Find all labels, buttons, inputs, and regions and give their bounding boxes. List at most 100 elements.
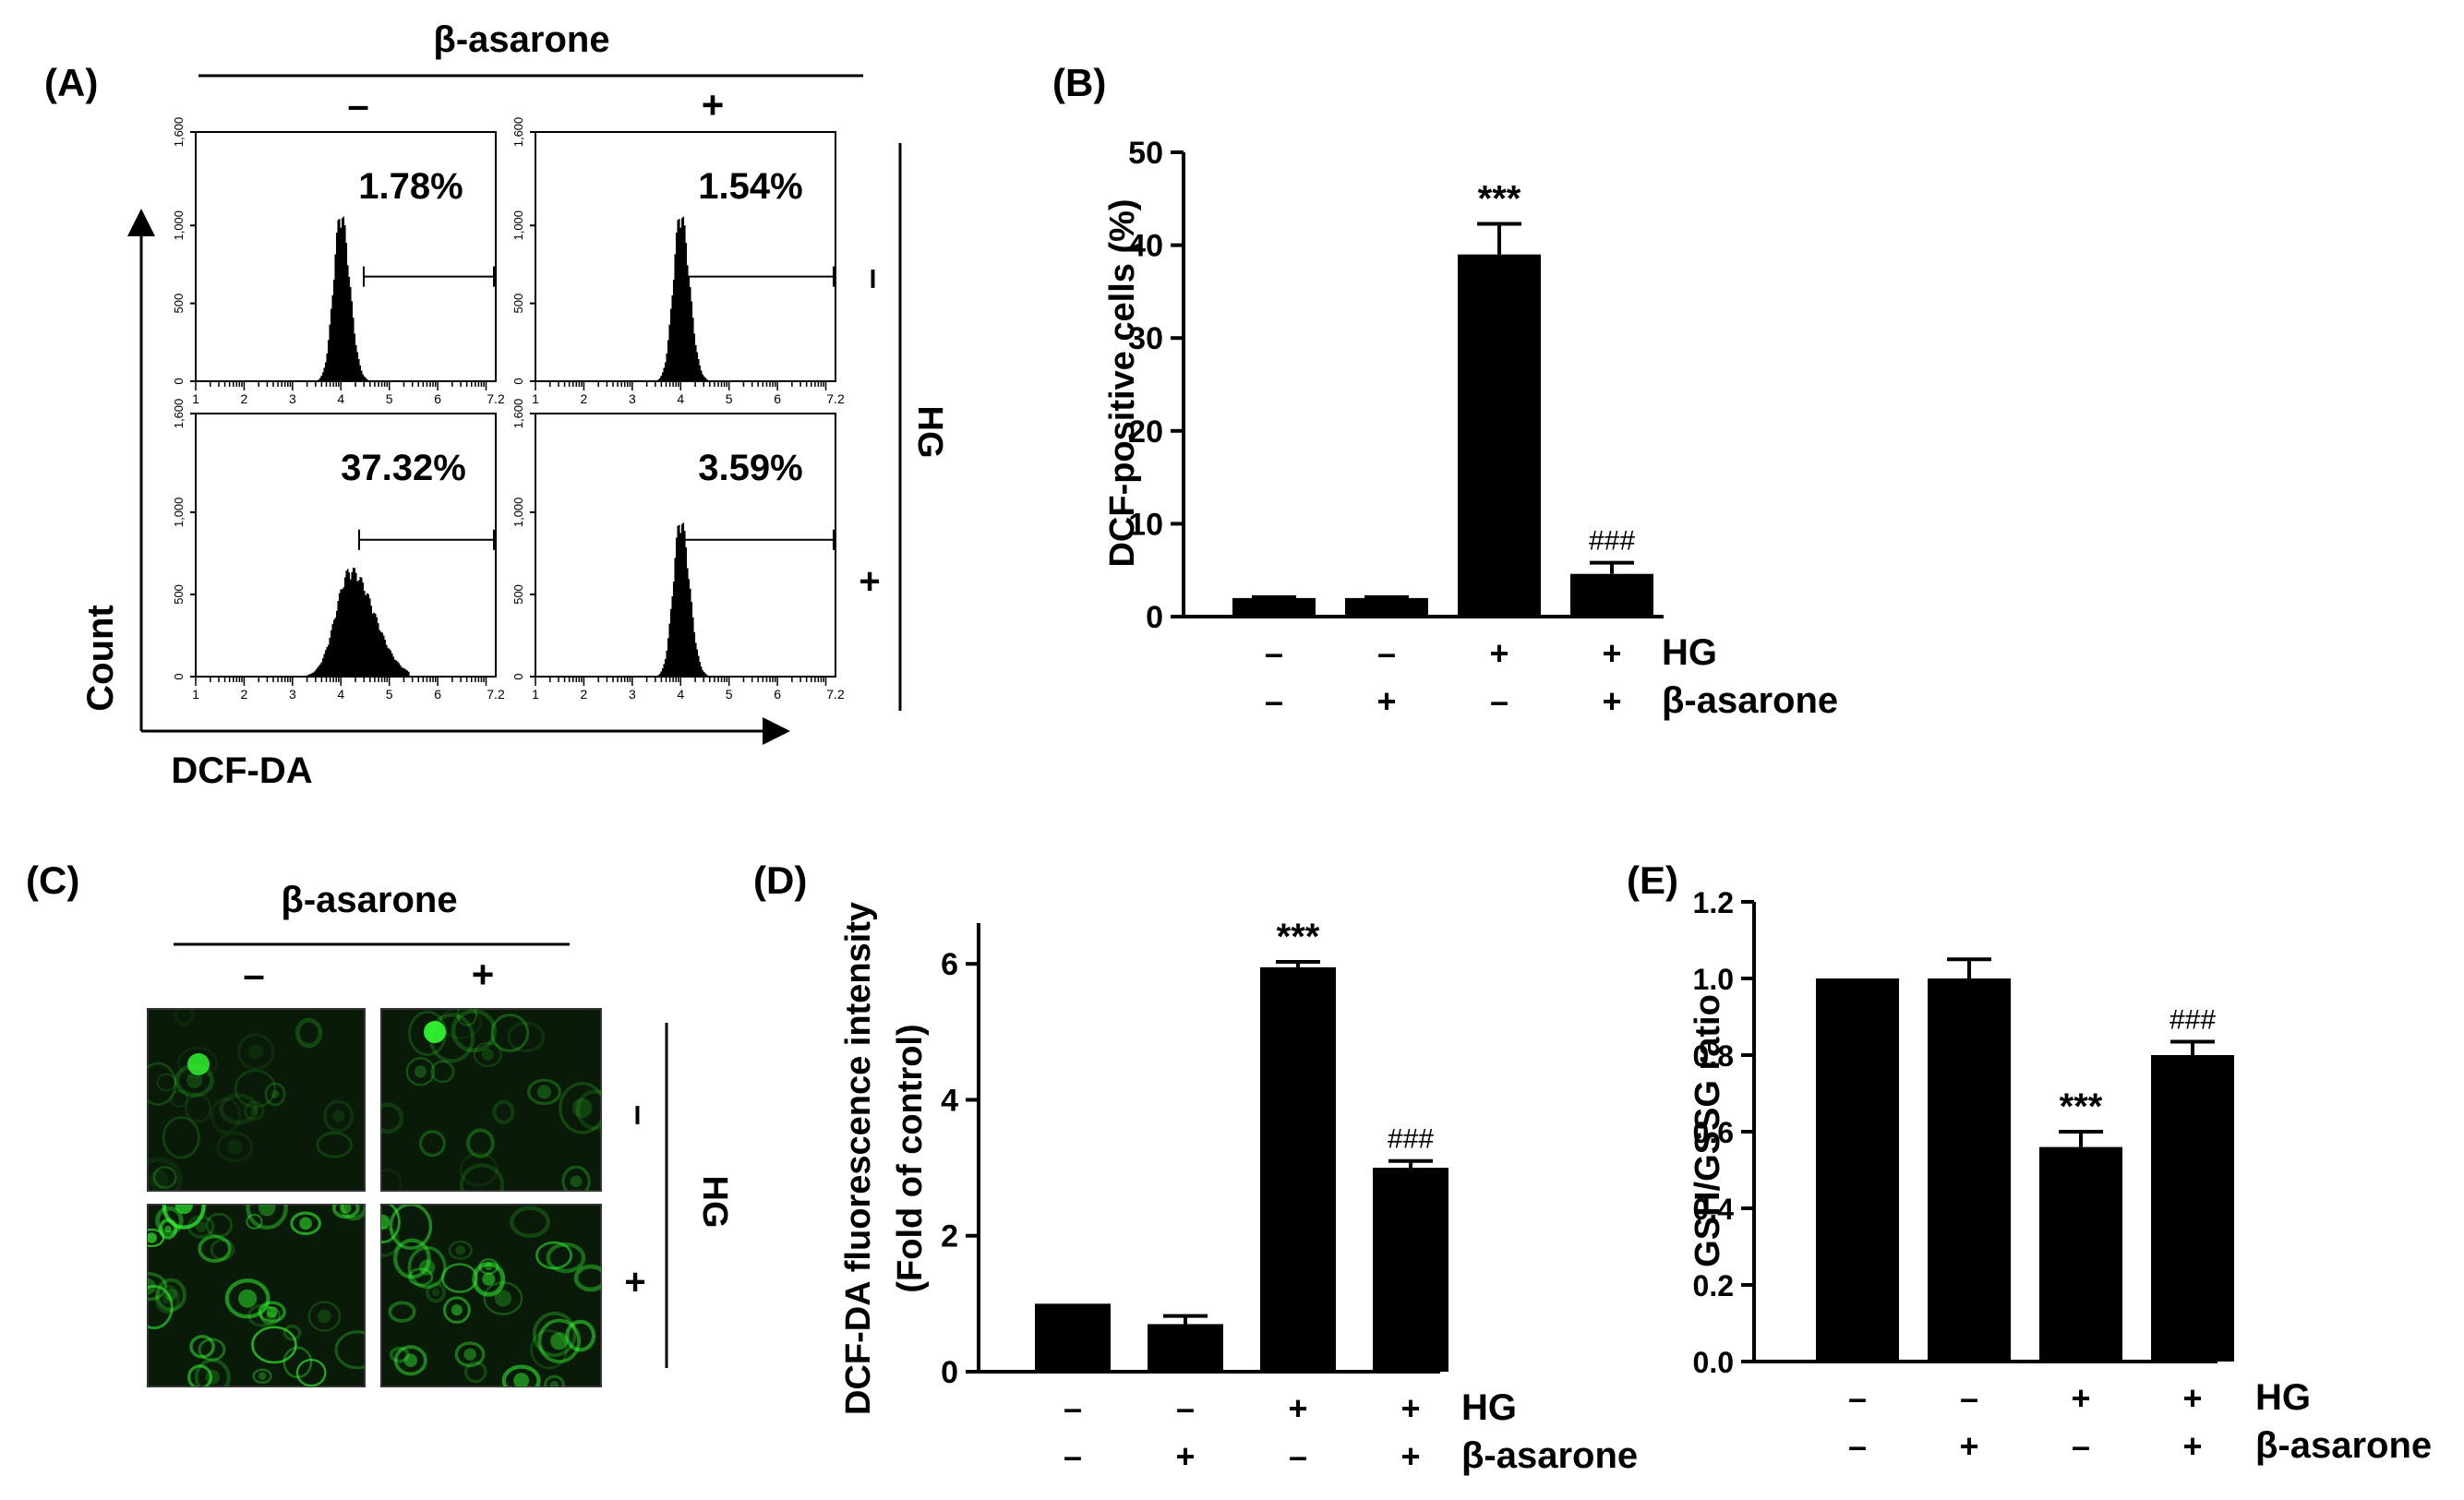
cell-outline <box>252 1368 272 1384</box>
histogram-bars <box>318 216 368 381</box>
cell-body <box>227 1139 243 1155</box>
cell-body <box>205 1370 221 1385</box>
significance-label: ### <box>1589 526 1635 557</box>
panel-e-label: (E) <box>1627 858 1678 902</box>
cell-outline <box>532 1312 577 1357</box>
cell-outline <box>290 1211 321 1236</box>
cell-outline <box>236 1033 275 1071</box>
cell-outline <box>546 1242 586 1274</box>
x-tick-label: 6 <box>434 687 441 702</box>
panel-a-y-axis-label: Count <box>80 605 121 712</box>
cell-outline <box>234 1069 277 1109</box>
cell-outline <box>441 1263 478 1293</box>
cell-outline <box>456 1009 477 1026</box>
panel-a-x-axis-label: DCF-DA <box>171 750 312 791</box>
cell-outline <box>527 1078 561 1106</box>
cell-body <box>249 1107 258 1115</box>
cell-outline <box>575 1089 601 1131</box>
cell-outline <box>210 1238 235 1261</box>
micrograph-cells <box>148 1205 365 1386</box>
y-tick-label: 0 <box>511 673 525 679</box>
treatment-row-label: β-asarone <box>2255 1425 2432 1466</box>
cell-outline <box>187 1364 212 1386</box>
treatment-sign: – <box>1265 682 1283 720</box>
cell-outline <box>535 1241 572 1270</box>
bar <box>1035 1303 1111 1372</box>
cell-outline <box>381 1102 404 1134</box>
bright-cell <box>424 1021 446 1043</box>
y-tick-label: 10 <box>1128 507 1163 542</box>
gate-percent-label: 3.59% <box>698 448 802 488</box>
cell-outline <box>381 1205 401 1243</box>
gate-percent-label: 1.78% <box>358 166 463 207</box>
cell-body <box>536 1085 552 1099</box>
cell-body <box>149 1170 169 1190</box>
treatment-row-label: β-asarone <box>1662 680 1838 721</box>
x-tick-label: 6 <box>774 391 781 406</box>
panel-a-hg-label: HG <box>910 406 949 459</box>
histogram-bars <box>657 216 708 381</box>
cell-outline <box>170 1089 189 1108</box>
treatment-sign: + <box>2182 1379 2202 1417</box>
x-tick-label: 3 <box>289 391 296 406</box>
cell-body <box>481 1048 494 1061</box>
panel-a-label: (A) <box>44 61 98 104</box>
treatment-sign: – <box>1064 1437 1082 1475</box>
cell-outline <box>198 1338 226 1362</box>
cell-outline <box>148 1228 165 1248</box>
treatment-row-label: HG <box>1461 1387 1517 1428</box>
panel-b: (B) 0 10 20 30 40 50 DCF-positive cells (%) ***… <box>1052 61 1838 721</box>
cell-body <box>419 1259 436 1276</box>
cell-outline <box>295 1359 327 1386</box>
cell-body <box>451 1304 463 1316</box>
histogram-plot: 1,600 1,000 500 0 1 2 3 4 5 6 7.2 1.78% <box>172 117 505 406</box>
panel-c: (C) β-asarone – + HG – + <box>26 858 734 1387</box>
cell-body <box>549 1380 559 1386</box>
cell-body <box>270 1089 280 1098</box>
cell-outline <box>224 1278 270 1319</box>
cell-body <box>570 1175 583 1188</box>
cell-body <box>266 1306 278 1318</box>
micrograph-cells <box>381 1205 601 1386</box>
y-tick-label: 1,000 <box>511 498 525 528</box>
cell-body <box>340 1205 352 1214</box>
x-tick-label: 4 <box>337 687 344 702</box>
micrograph-cells <box>148 1009 355 1191</box>
cell-outline <box>472 1261 506 1297</box>
y-tick-label: 500 <box>172 584 186 605</box>
cell-body <box>494 1290 511 1307</box>
x-tick-label: 2 <box>581 391 588 406</box>
panel-c-label: (C) <box>26 858 79 902</box>
bar <box>1570 573 1653 617</box>
treatment-sign: + <box>2071 1379 2090 1417</box>
cell-outline <box>530 1329 569 1370</box>
gate-percent-label: 37.32% <box>341 448 466 488</box>
treatment-sign: – <box>1176 1389 1195 1427</box>
histogram-bars <box>306 568 410 677</box>
cell-body <box>571 1098 593 1119</box>
chart-b: 0 10 20 30 40 50 DCF-positive cells (%) *** ### –… <box>1103 136 1838 721</box>
cell-outline <box>148 1157 183 1191</box>
cell-outline <box>210 1097 242 1134</box>
cell-outline <box>454 1341 486 1368</box>
cell-body <box>403 1353 418 1367</box>
x-tick-label: 3 <box>289 687 296 702</box>
micrograph-image <box>380 1204 602 1387</box>
cell-outline <box>322 1099 355 1133</box>
bar <box>1232 597 1316 617</box>
y-tick-label: 0.8 <box>1693 1039 1734 1073</box>
cell-body <box>164 1225 172 1233</box>
micrograph-background <box>380 1008 602 1192</box>
x-tick-label: 4 <box>677 391 684 406</box>
treatment-sign: – <box>1490 682 1508 720</box>
cell-outline <box>463 1361 487 1384</box>
cell-body <box>463 1348 476 1361</box>
y-tick-label: 0.2 <box>1693 1269 1734 1302</box>
x-tick-label: 6 <box>434 391 441 406</box>
cell-outline <box>331 1205 360 1219</box>
cell-outline <box>184 1093 212 1123</box>
x-tick-label: 5 <box>386 391 393 406</box>
cell-outline <box>510 1206 551 1239</box>
cell-outline <box>392 1238 431 1279</box>
cell-outline <box>381 1169 403 1191</box>
